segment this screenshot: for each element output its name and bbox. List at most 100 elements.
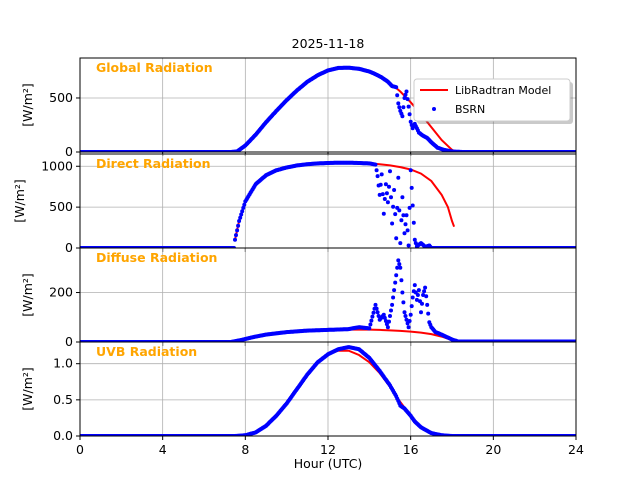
bsrn-point — [379, 172, 384, 177]
bsrn-point — [396, 175, 401, 180]
legend-bsrn-label: BSRN — [455, 103, 485, 116]
bsrn-point — [382, 315, 387, 320]
bsrn-point — [406, 325, 411, 330]
bsrn-point — [407, 205, 412, 210]
bsrn-point — [390, 221, 395, 226]
bsrn-point — [407, 112, 412, 117]
bsrn-point — [406, 104, 411, 109]
bsrn-point — [381, 312, 386, 317]
y-axis-label: [W/m²] — [12, 179, 27, 223]
bsrn-point — [402, 310, 407, 315]
bsrn-point — [408, 168, 413, 173]
bsrn-point — [395, 265, 400, 270]
bsrn-point — [405, 97, 410, 102]
y-tick-label: 0 — [65, 334, 73, 349]
bsrn-point — [381, 211, 386, 216]
bsrn-point — [385, 325, 390, 330]
bsrn-point — [389, 195, 393, 200]
bsrn-point — [390, 302, 395, 307]
bsrn-point — [392, 288, 397, 293]
panel-data — [80, 345, 576, 436]
bsrn-point — [385, 200, 390, 205]
bsrn-point — [393, 280, 398, 285]
y-tick-label: 1.0 — [53, 356, 73, 371]
bsrn-point — [419, 310, 423, 315]
bsrn-point — [403, 222, 408, 227]
bsrn-point — [396, 101, 401, 106]
legend-bsrn-swatch — [432, 107, 436, 111]
bsrn-point — [236, 223, 241, 228]
bsrn-point — [242, 202, 247, 207]
bsrn-point — [388, 314, 392, 318]
bsrn-point — [391, 204, 396, 209]
panel-title: UVB Radiation — [96, 344, 197, 359]
bsrn-point — [408, 119, 413, 124]
bsrn-point — [410, 203, 415, 208]
bsrn-point — [238, 215, 243, 220]
legend: LibRadtran Model BSRN — [413, 78, 573, 124]
bsrn-point — [373, 162, 378, 167]
bsrn-point — [423, 285, 428, 290]
bsrn-point — [398, 265, 403, 270]
y-axis-label: [W/m²] — [20, 83, 35, 127]
bsrn-point — [425, 302, 430, 307]
bsrn-point — [368, 322, 373, 327]
legend-box — [413, 78, 571, 122]
bsrn-point — [404, 213, 409, 218]
y-tick-label: 1000 — [41, 158, 73, 173]
bsrn-point — [235, 228, 240, 233]
panel-title: Diffuse Radiation — [96, 250, 217, 265]
chart-panels: 0 500 [W/m²] Global Radiation LibRadtran Mod… — [12, 57, 584, 457]
bsrn-point — [421, 293, 426, 297]
y-tick-label: 0 — [65, 240, 73, 255]
bsrn-point — [387, 184, 391, 189]
bsrn-point — [375, 310, 380, 315]
panel-data — [80, 65, 576, 152]
bsrn-point — [426, 311, 431, 316]
bsrn-point — [411, 220, 416, 225]
bsrn-point — [399, 278, 404, 283]
bsrn-point — [392, 188, 397, 192]
bsrn-point — [412, 237, 417, 242]
bsrn-point — [408, 312, 413, 317]
bsrn-point — [233, 237, 237, 242]
bsrn-point — [420, 301, 424, 306]
x-tick-label: 8 — [241, 442, 249, 457]
bsrn-point — [402, 96, 407, 100]
bsrn-point — [422, 289, 427, 294]
bsrn-point — [394, 273, 399, 278]
legend-model-label: LibRadtran Model — [455, 84, 551, 97]
x-tick-label: 0 — [76, 442, 84, 457]
x-axis-label: Hour (UTC) — [294, 456, 363, 471]
bsrn-point — [404, 317, 409, 322]
bsrn-point — [404, 89, 409, 94]
y-tick-label: 200 — [49, 285, 73, 300]
bsrn-point — [414, 297, 419, 302]
bsrn-point — [400, 290, 405, 295]
bsrn-point — [401, 213, 406, 218]
y-tick-label: 0.5 — [53, 392, 73, 407]
panel-title: Direct Radiation — [96, 156, 211, 171]
bsrn-point — [406, 243, 411, 248]
bsrn-point — [409, 185, 414, 190]
bsrn-point — [407, 319, 412, 323]
bsrn-point — [393, 212, 398, 217]
bsrn-point — [388, 169, 392, 174]
bsrn-point — [240, 209, 245, 214]
bsrn-point — [397, 262, 402, 267]
bsrn-point — [374, 168, 379, 173]
bsrn-point — [403, 314, 408, 318]
bsrn-point — [389, 308, 393, 313]
bsrn-point — [367, 326, 372, 331]
y-tick-label: 500 — [49, 90, 73, 105]
bsrn-point — [374, 306, 379, 311]
bsrn-point — [387, 319, 391, 324]
bsrn-point — [371, 310, 376, 315]
x-tick-label: 12 — [320, 442, 336, 457]
bsrn-point — [399, 218, 404, 223]
bsrn-point — [396, 258, 401, 263]
bsrn-point — [241, 205, 246, 210]
bsrn-point — [415, 293, 420, 297]
bsrn-point — [410, 295, 415, 300]
bsrn-point — [400, 195, 405, 200]
